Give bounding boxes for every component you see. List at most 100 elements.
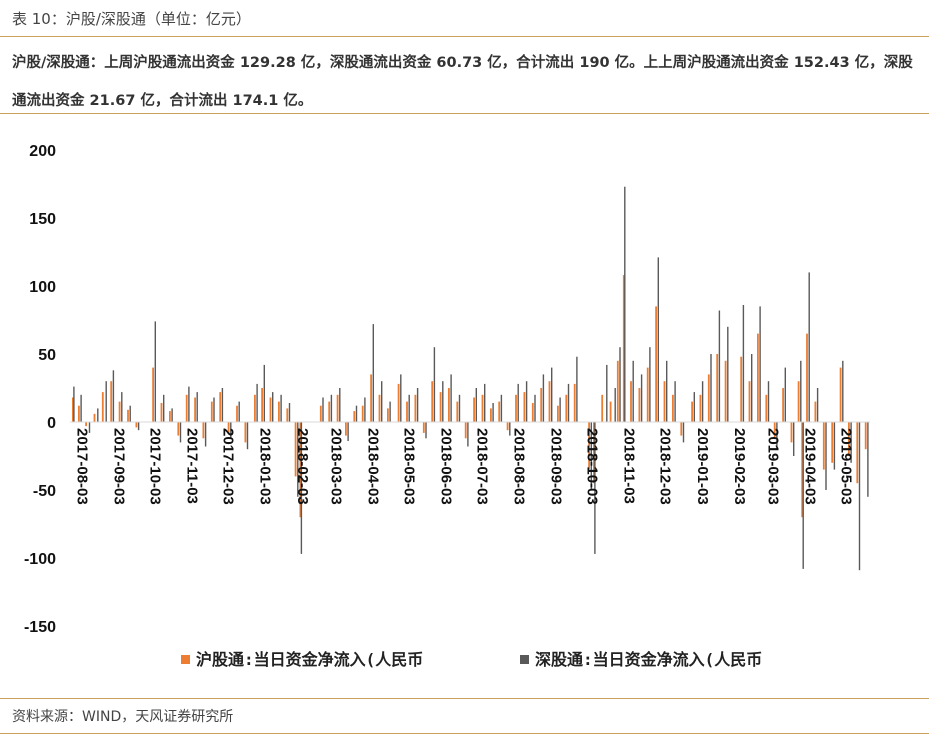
bar-sz [802, 422, 804, 569]
bar-sz [330, 394, 333, 422]
x-tick-label: 2018-08-03 [511, 428, 528, 505]
bar-sh [506, 422, 509, 431]
summary-text: 沪股/深股通：上周沪股通流出资金 129.28 亿，深股通流出资金 60.73 … [12, 55, 913, 109]
bar-sz [693, 392, 695, 422]
bar-sz [567, 383, 570, 422]
bar-sh [757, 333, 759, 422]
bar-sh [278, 401, 280, 422]
bar-sh [464, 422, 467, 439]
bar-sz [727, 326, 729, 422]
bar-sz [400, 374, 402, 422]
bar-sz [657, 257, 659, 422]
bar-sh [294, 422, 297, 477]
bar-sz [793, 422, 795, 456]
bar-sh [78, 405, 80, 422]
bar-sh [548, 381, 551, 422]
bar-sz [467, 422, 469, 447]
x-tick-label: 2019-05-03 [838, 428, 855, 505]
bar-sh [414, 394, 417, 422]
bar-sh [261, 388, 263, 422]
bar-sh [557, 405, 559, 422]
bar-sz [80, 394, 82, 422]
bar-sh [345, 422, 347, 436]
bar-sh [254, 394, 256, 422]
bar-sh [616, 360, 619, 422]
bar-sh [797, 381, 800, 422]
y-tick-label: 50 [38, 347, 56, 364]
bar-sh [152, 367, 154, 422]
bar-sh [848, 422, 850, 456]
x-tick-label: 2017-08-03 [73, 428, 90, 505]
bar-sz [784, 367, 786, 422]
legend-label-sz: 深股通:当日资金净流入(人民币 [535, 650, 762, 669]
bar-sz [97, 408, 99, 422]
bar-sh [481, 394, 484, 422]
bar-sz [509, 422, 511, 436]
bar-sh [498, 401, 501, 422]
bar-sz [842, 360, 844, 422]
bar-sz [300, 422, 303, 554]
bar-sz [484, 383, 486, 422]
bar-sz [649, 347, 651, 422]
divider-top [0, 36, 929, 37]
bar-sz [433, 347, 436, 422]
bar-sh [588, 422, 590, 470]
bar-sz [288, 403, 291, 422]
bar-sh [370, 374, 372, 422]
bar-sh [328, 401, 331, 422]
x-tick-label: 2018-10-03 [584, 428, 601, 505]
y-tick-label: -150 [24, 619, 56, 636]
bar-sz [624, 186, 626, 422]
x-tick-label: 2017-12-03 [220, 428, 237, 505]
bar-sh [531, 403, 534, 422]
x-axis: 2017-08-03 2017-09-03 2017-10-03 2017-11-03… [73, 428, 854, 505]
bar-sz [525, 381, 528, 422]
bar-sz [154, 321, 156, 422]
bar-sz [759, 306, 761, 422]
bar-sz [171, 408, 173, 422]
x-tick-label: 2018-06-03 [438, 428, 455, 505]
x-tick-label: 2017-11-03 [184, 428, 201, 504]
bar-sh [378, 394, 381, 422]
bar-sh [219, 392, 222, 422]
bar-sh [101, 392, 104, 422]
bar-sz [372, 324, 374, 422]
bar-sh [85, 422, 87, 427]
bar-sz [551, 367, 553, 422]
bar-sh [630, 381, 632, 422]
bar-sh [269, 397, 272, 422]
bar-sz [534, 394, 536, 422]
bar-sz [858, 422, 861, 571]
divider-bottom [0, 698, 929, 699]
legend-swatch-sz [520, 655, 529, 664]
x-tick-label: 2018-09-03 [548, 428, 565, 505]
bar-sh [236, 405, 238, 422]
bar-sz [517, 383, 519, 422]
x-tick-label: 2018-05-03 [400, 428, 417, 505]
bar-sz [188, 386, 190, 422]
x-tick-label: 2018-03-03 [327, 428, 344, 505]
bar-sh [473, 397, 475, 422]
bar-sz [606, 364, 608, 422]
bar-sz [246, 422, 249, 450]
bar-sh [609, 401, 612, 422]
bar-sz [272, 392, 274, 422]
bar-sz [682, 422, 685, 443]
bar-sz [425, 422, 427, 439]
bar-sh [135, 422, 138, 428]
x-tick-label: 2019-04-03 [802, 428, 819, 505]
y-tick-label: -50 [33, 483, 56, 500]
bar-sz [701, 381, 704, 422]
bar-sh [72, 397, 74, 422]
bar-sh [773, 422, 776, 439]
bar-sz [196, 392, 198, 422]
bar-sh [839, 367, 842, 422]
bar-sz [364, 397, 366, 422]
table-title: 表 10：沪股/深股通（单位：亿元） [12, 10, 251, 28]
bar-sz [297, 422, 299, 497]
bar-sh [593, 422, 595, 484]
bar-sz [576, 356, 578, 422]
bar-sh [448, 388, 450, 422]
divider-mid [0, 113, 929, 114]
